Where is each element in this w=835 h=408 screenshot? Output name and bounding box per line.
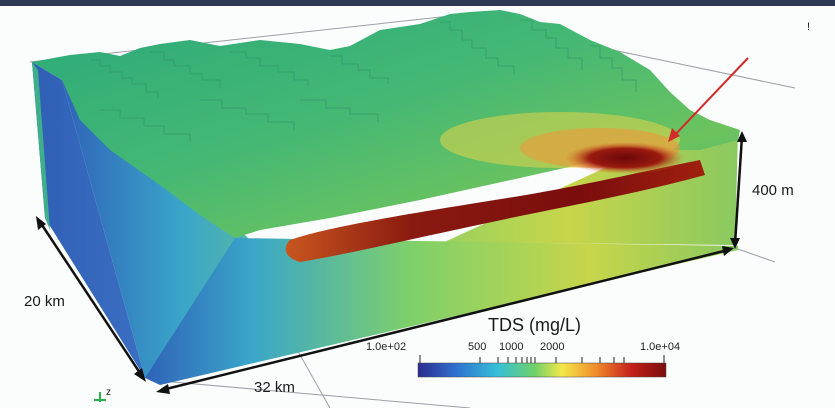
red-arrow	[671, 57, 749, 139]
colorbar-tick-10000: 1.0e+04	[640, 341, 680, 353]
height-arrow-top	[737, 131, 747, 142]
depth-arrow-top	[36, 216, 46, 230]
colorbar-tick-100: 1.0e+02	[366, 341, 406, 353]
height-arrow-bottom	[730, 238, 740, 249]
colorbar-tick-1000: 1000	[499, 341, 523, 353]
colorbar-title: TDS (mg/L)	[488, 315, 581, 335]
left-face	[32, 62, 145, 378]
terrain-top-surface	[32, 10, 740, 238]
colorbar-tick-500: 500	[468, 341, 486, 353]
height-label: 400 m	[752, 182, 794, 199]
front-face-lower	[145, 238, 738, 385]
colorbar-tick-2000: 2000	[540, 341, 564, 353]
depth-label: 20 km	[24, 293, 65, 310]
colorbar-gradient	[417, 362, 667, 378]
length-arrow-left	[156, 384, 170, 394]
depth-arrow-bottom	[134, 368, 146, 382]
left-face-edge	[32, 62, 50, 230]
tds-plume	[285, 160, 705, 262]
top-band	[0, 0, 835, 6]
depth-dimension-arrow	[38, 221, 144, 377]
colorbar-ticks	[419, 355, 665, 363]
length-arrow-right	[722, 246, 734, 256]
height-dimension-arrow	[733, 135, 744, 245]
length-dimension-arrow	[161, 248, 729, 392]
length-label: 32 km	[254, 379, 295, 396]
plume-hotspot	[565, 142, 685, 174]
terrain-blocks	[90, 19, 637, 142]
red-arrow-head	[668, 128, 680, 142]
corner-mark: !	[807, 21, 810, 33]
z-axis-label: z	[106, 387, 111, 398]
